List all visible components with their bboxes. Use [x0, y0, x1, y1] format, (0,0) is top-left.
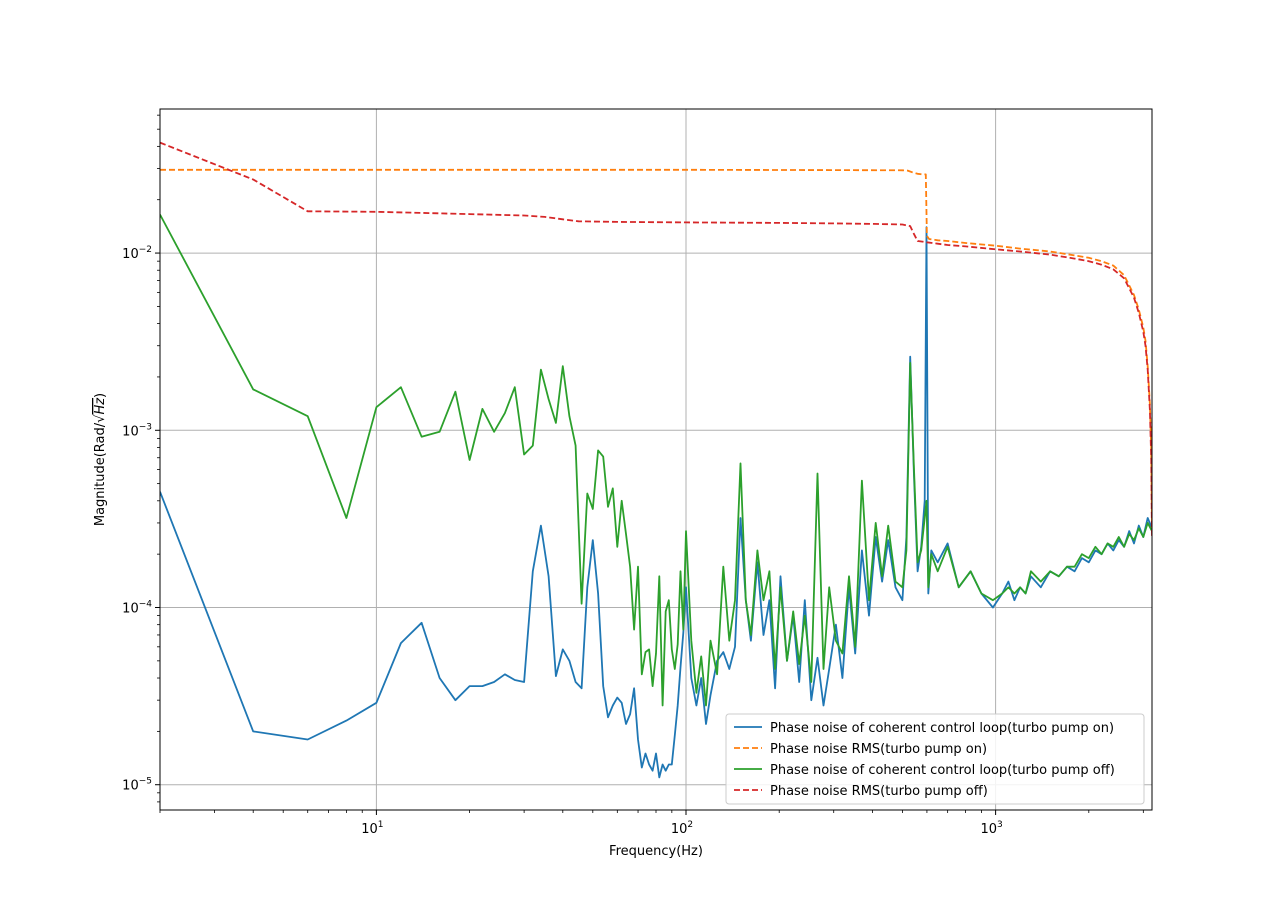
- legend-label-4: Phase noise RMS(turbo pump off): [770, 784, 988, 799]
- legend-label-2: Phase noise RMS(turbo pump on): [770, 742, 987, 757]
- axes-frame: [159, 108, 1153, 811]
- grid-lines: [160, 109, 1152, 810]
- y-axis-label: Magnitude(Rad/√Hz): [93, 393, 108, 526]
- x-axis-label: Frequency(Hz): [609, 844, 703, 859]
- series-line-3: [160, 214, 1152, 707]
- legend-box: [725, 713, 1145, 805]
- y-tick-label: 10−5: [122, 777, 152, 794]
- x-tick-label: 103: [980, 820, 1002, 837]
- legend-label-3: Phase noise of coherent control loop(tur…: [770, 763, 1115, 778]
- series-line-2: [160, 168, 1152, 529]
- y-tick-label: 10−2: [122, 245, 152, 262]
- y-tick-label: 10−4: [122, 599, 152, 616]
- y-tick-label: 10−3: [122, 422, 152, 439]
- series-line-4: [160, 141, 1152, 538]
- plot-series: [160, 141, 1152, 779]
- series-line-1: [160, 226, 1152, 779]
- x-tick-label: 101: [361, 820, 383, 837]
- axis-ticks: 101 102 103 10−5 10−4 10−3 10−2: [122, 114, 1144, 837]
- x-tick-label: 102: [671, 820, 693, 837]
- y-axis-label-text: Magnitude(Rad/√Hz): [93, 393, 108, 526]
- legend: Phase noise of coherent control loop(tur…: [725, 713, 1145, 805]
- legend-label-1: Phase noise of coherent control loop(tur…: [770, 721, 1114, 736]
